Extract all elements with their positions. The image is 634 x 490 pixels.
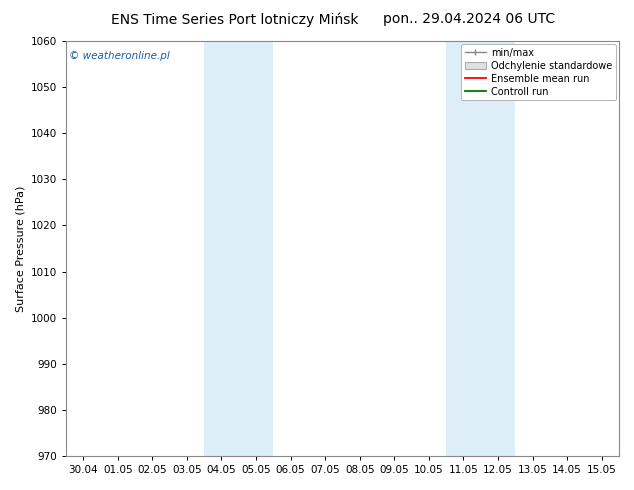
- Bar: [204, 41, 273, 456]
- Text: ENS Time Series Port lotniczy Mińsk: ENS Time Series Port lotniczy Mińsk: [111, 12, 358, 27]
- Legend: min/max, Odchylenie standardowe, Ensemble mean run, Controll run: min/max, Odchylenie standardowe, Ensembl…: [461, 44, 616, 100]
- Text: pon.. 29.04.2024 06 UTC: pon.. 29.04.2024 06 UTC: [383, 12, 555, 26]
- Y-axis label: Surface Pressure (hPa): Surface Pressure (hPa): [15, 185, 25, 312]
- Bar: [446, 41, 515, 456]
- Text: © weatheronline.pl: © weatheronline.pl: [68, 51, 169, 61]
